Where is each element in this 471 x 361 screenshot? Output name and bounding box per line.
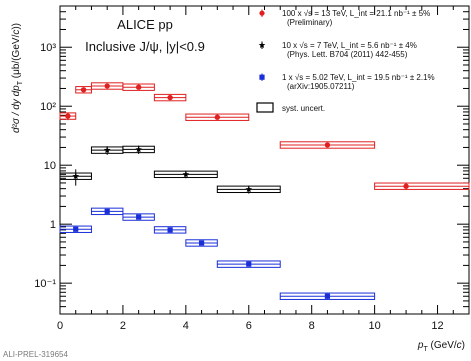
data-point [73,226,79,232]
legend-entry-label: 10 x √s = 7 TeV, L_int = 5.6 nb⁻¹ ± 4% [282,41,417,50]
y-tick-label: 1 [50,219,56,231]
data-point [80,87,87,93]
y-axis-label: d²σ / dy dpT (μb/(GeV/c)) [11,23,24,133]
data-point [246,261,252,267]
data-point [324,142,331,148]
y-tick-label: 10⁻¹ [34,278,56,290]
data-point [324,293,331,299]
data-point [72,172,80,180]
x-tick-label: 10 [368,320,380,332]
data-point [167,227,173,233]
x-tick-label: 8 [309,320,315,332]
y-tick-label: 10² [40,101,56,113]
series-1 [59,145,281,194]
legend-entry-note: (arXiv:1905.07211) [287,82,355,91]
y-tick-label: 10 [44,160,56,172]
data-point [65,113,71,119]
chart-subtitle: Inclusive J/ψ, |y|<0.9 [85,39,205,54]
data-point [104,208,110,214]
data-point [135,145,142,153]
legend-syst-box [256,102,274,113]
data-point [214,114,221,120]
series-0 [59,82,470,190]
legend-entry-label: 1 x √s = 5.02 TeV, L_int = 19.5 nb⁻¹ ± 2… [282,73,435,82]
legend-entry-note: (Phys. Lett. B704 (2011) 442-455) [287,50,408,59]
data-point [182,170,190,178]
y-tick-label: 10³ [40,42,56,54]
x-tick-label: 6 [246,320,252,332]
x-tick-label: 4 [183,320,189,332]
chart-title: ALICE pp [117,17,173,32]
x-axis-label: pT (GeV/c) [417,340,465,353]
data-point [167,94,173,101]
data-point [245,185,253,193]
watermark-label: ALI-PREL-319654 [3,350,68,359]
data-point [135,84,142,90]
data-point [136,214,142,220]
series-2 [59,207,376,300]
legend-syst-label: syst. uncert. [282,104,325,113]
x-tick-label: 2 [120,320,126,332]
x-tick-label: 12 [431,320,443,332]
data-point [403,183,409,189]
legend-entry-note: (Preliminary) [287,18,333,27]
legend-entry-label: 100 x √s = 13 TeV, L_int = 21.1 nb⁻¹ ± 5… [282,9,430,18]
data-point [104,83,110,89]
data-point [198,240,205,246]
x-tick-label: 0 [57,320,63,332]
data-point [103,146,111,153]
